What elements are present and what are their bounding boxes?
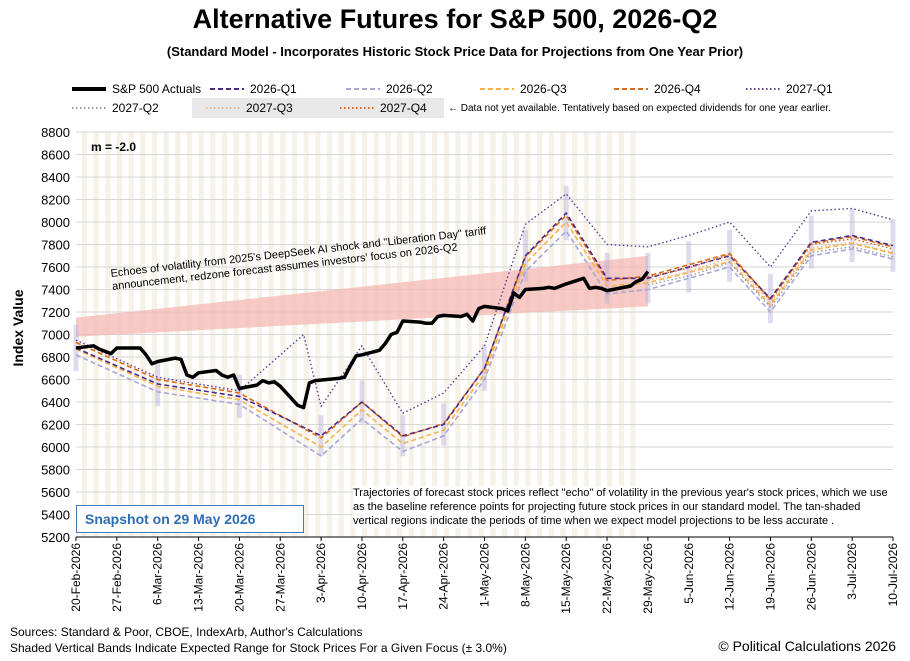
y-tick-label: 7400 [41,283,70,298]
x-tick-label: 5-Jun-2026 [682,543,696,604]
redzone-band-shape [76,255,648,337]
series-line-actuals [75,270,650,410]
x-tick-label: 15-May-2026 [559,543,573,614]
legend-2027-q3: 2027-Q3 [192,98,332,118]
x-tick-label: 3-Jul-2026 [845,543,859,600]
x-tick-label: 3-Apr-2026 [314,543,328,603]
range-band [849,208,855,263]
y-tick-label: 5600 [41,485,70,500]
x-tick-label: 13-Mar-2026 [192,543,206,612]
y-tick-label: 8000 [41,215,70,230]
x-tick-label: 27-Mar-2026 [273,543,287,612]
y-tick-label: 7000 [41,328,70,343]
copyright: © Political Calculations 2026 [718,638,896,654]
range-band [890,219,896,272]
x-tick-label: 1-May-2026 [478,543,492,607]
x-tick-label: 29-May-2026 [641,543,655,614]
x-tick-label: 10-Apr-2026 [355,543,369,610]
y-tick-label: 7800 [41,238,70,253]
y-tick-label: 6000 [41,440,70,455]
x-tick-label: 19-Jun-2026 [763,543,777,611]
snapshot-box: Snapshot on 29 May 2026 [76,505,304,533]
trajectory-note: Trajectories of forecast stock prices re… [353,486,893,528]
legend-actuals-label: S&P 500 Actuals [112,82,202,96]
series-line-q1_2026 [75,212,894,437]
series-line-q1_2027 [75,193,894,414]
x-tick-label: 10-Jul-2026 [886,543,900,607]
range-band [318,415,324,457]
legend-2027-q1-label: 2027-Q1 [786,82,833,96]
series-line-q3_2026 [75,221,894,448]
legend-2026-q4-label: 2026-Q4 [654,82,701,96]
chart-subtitle: (Standard Model - Incorporates Historic … [166,44,744,59]
axes: 5200 5400 5600 5800 6000 6200 6400 6600 6800 7000… [41,125,900,614]
x-tick-label: 17-Apr-2026 [396,543,410,610]
y-tick-label: 8400 [41,170,70,185]
y-tick-label: 8800 [41,125,70,140]
x-tick-label: 26-Jun-2026 [804,543,818,611]
m-parameter-label: m = -2.0 [91,140,137,154]
y-tick-label: 7600 [41,260,70,275]
legend-2026-q2: 2026-Q2 [346,79,433,99]
y-tick-label: 5200 [41,530,70,545]
legend-2027-q4: 2027-Q4 [332,98,444,118]
sources: Sources: Standard & Poor, CBOE, IndexArb… [10,624,507,656]
legend-2026-q1: 2026-Q1 [210,79,297,99]
legend-row-1: S&P 500 Actuals 2026-Q1 2026-Q2 2026-Q3 … [0,79,910,101]
legend-2027-q3-label: 2027-Q3 [246,101,293,115]
legend-2026-q3: 2026-Q3 [480,79,567,99]
legend-note: ← Data not yet available. Tentatively ba… [448,103,831,114]
x-tick-label: 12-Jun-2026 [723,543,737,611]
series-lines [75,193,894,457]
sources-line-1: Sources: Standard & Poor, CBOE, IndexArb… [10,625,363,639]
range-band [808,215,814,269]
x-tick-label: 22-May-2026 [600,543,614,614]
sources-line-2: Shaded Vertical Bands Indicate Expected … [10,641,507,655]
series-line-q4_2027 [647,238,894,302]
legend-2026-q2-label: 2026-Q2 [386,82,433,96]
legend-2026-q4: 2026-Q4 [614,79,701,99]
y-tick-label: 6800 [41,350,70,365]
chart-title: Alternative Futures for S&P 500, 2026-Q2 [192,4,718,34]
x-tick-label: 20-Mar-2026 [232,543,246,612]
x-tick-label: 20-Feb-2026 [69,543,83,612]
y-tick-label: 6200 [41,418,70,433]
y-tick-label: 6400 [41,395,70,410]
x-tick-label: 8-May-2026 [518,543,532,607]
y-tick-label: 8600 [41,148,70,163]
y-axis-label: Index Value [10,289,26,367]
y-tick-label: 8200 [41,193,70,208]
legend-2026-q3-label: 2026-Q3 [520,82,567,96]
y-tick-label: 7200 [41,305,70,320]
x-tick-label: 6-Mar-2026 [151,543,165,605]
series-line-q2_2026 [75,230,894,457]
legend-2027-q1: 2027-Q1 [746,79,833,99]
legend-2027-q2-label: 2027-Q2 [112,101,159,115]
legend-2027-q4-label: 2027-Q4 [380,101,427,115]
range-band [727,229,733,282]
legend-row-2: 2027-Q2 2027-Q3 2027-Q4 [0,98,910,120]
legend-actuals: S&P 500 Actuals [72,79,201,99]
legend-2026-q1-label: 2026-Q1 [250,82,297,96]
y-tick-label: 6600 [41,373,70,388]
legend-2027-q2: 2027-Q2 [72,98,159,118]
redzone-band [76,255,648,337]
y-tick-label: 5400 [41,508,70,523]
y-tick-label: 5800 [41,463,70,478]
x-tick-label: 24-Apr-2026 [437,543,451,610]
x-tick-label: 27-Feb-2026 [110,543,124,612]
